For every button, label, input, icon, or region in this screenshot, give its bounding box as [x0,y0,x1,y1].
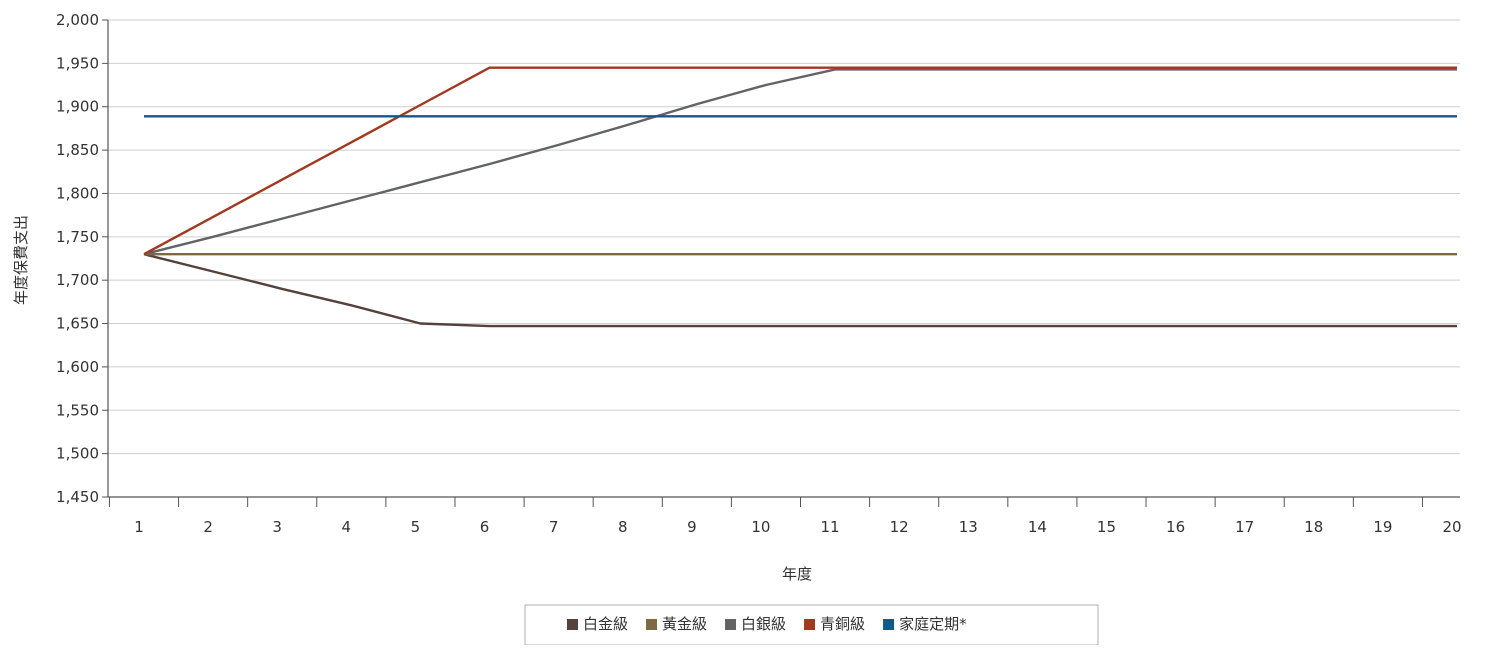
x-tick-label: 11 [821,518,840,536]
series-line [143,68,1457,256]
legend-label: 青銅級 [820,615,865,633]
y-tick-label: 1,650 [56,315,99,333]
series-lines [143,66,1457,328]
y-tick-label: 1,700 [56,271,99,289]
x-tick-label: 9 [687,518,697,536]
legend-swatch [883,619,895,630]
x-tick-label: 17 [1235,518,1254,536]
y-tick-label: 2,000 [56,11,99,29]
y-tick-label: 1,850 [56,141,99,159]
x-tick-label: 12 [890,518,909,536]
legend-label: 黃金級 [662,615,707,633]
x-tick-label: 14 [1028,518,1047,536]
gridlines [108,19,1460,455]
y-tick-label: 1,450 [56,488,99,506]
y-tick-label: 1,500 [56,445,99,463]
x-axis-title: 年度 [782,565,812,583]
x-tick-label: 10 [751,518,770,536]
legend-swatch [567,619,578,630]
x-tick-label: 3 [272,518,282,536]
axes: 1,450 1,500 1,550 1,600 1,650 1,700 1,750 1,800… [56,11,1462,536]
y-axis-title: 年度保費支出 [12,215,30,305]
x-tick-label: 18 [1304,518,1323,536]
x-tick-label: 13 [959,518,978,536]
x-tick-label: 2 [203,518,213,536]
y-tick-label: 1,600 [56,358,99,376]
legend: 白金級 黃金級 白銀級 青銅級 家庭定期* [524,604,1099,646]
x-tick-label: 19 [1373,518,1392,536]
x-tick-label: 4 [342,518,352,536]
x-tick-label: 8 [618,518,628,536]
x-tick-label: 6 [480,518,490,536]
x-tick-label: 15 [1097,518,1116,536]
y-tick-label: 1,750 [56,228,99,246]
x-tick-label: 7 [549,518,559,536]
legend-label: 家庭定期* [899,615,967,633]
legend-label: 白銀級 [741,615,786,633]
y-tick-label: 1,900 [56,98,99,116]
y-tick-label: 1,800 [56,184,99,202]
x-tick-label: 5 [411,518,421,536]
legend-label: 白金級 [583,615,628,633]
legend-swatch [725,619,737,630]
series-line [143,253,1457,328]
y-tick-label: 1,950 [56,54,99,72]
y-tick-label: 1,550 [56,401,99,419]
x-tick-label: 16 [1166,518,1185,536]
series-line [143,66,1457,256]
x-tick-label: 20 [1442,518,1461,536]
legend-swatch [646,619,658,630]
x-tick-label: 1 [134,518,144,536]
legend-swatch [804,619,816,630]
